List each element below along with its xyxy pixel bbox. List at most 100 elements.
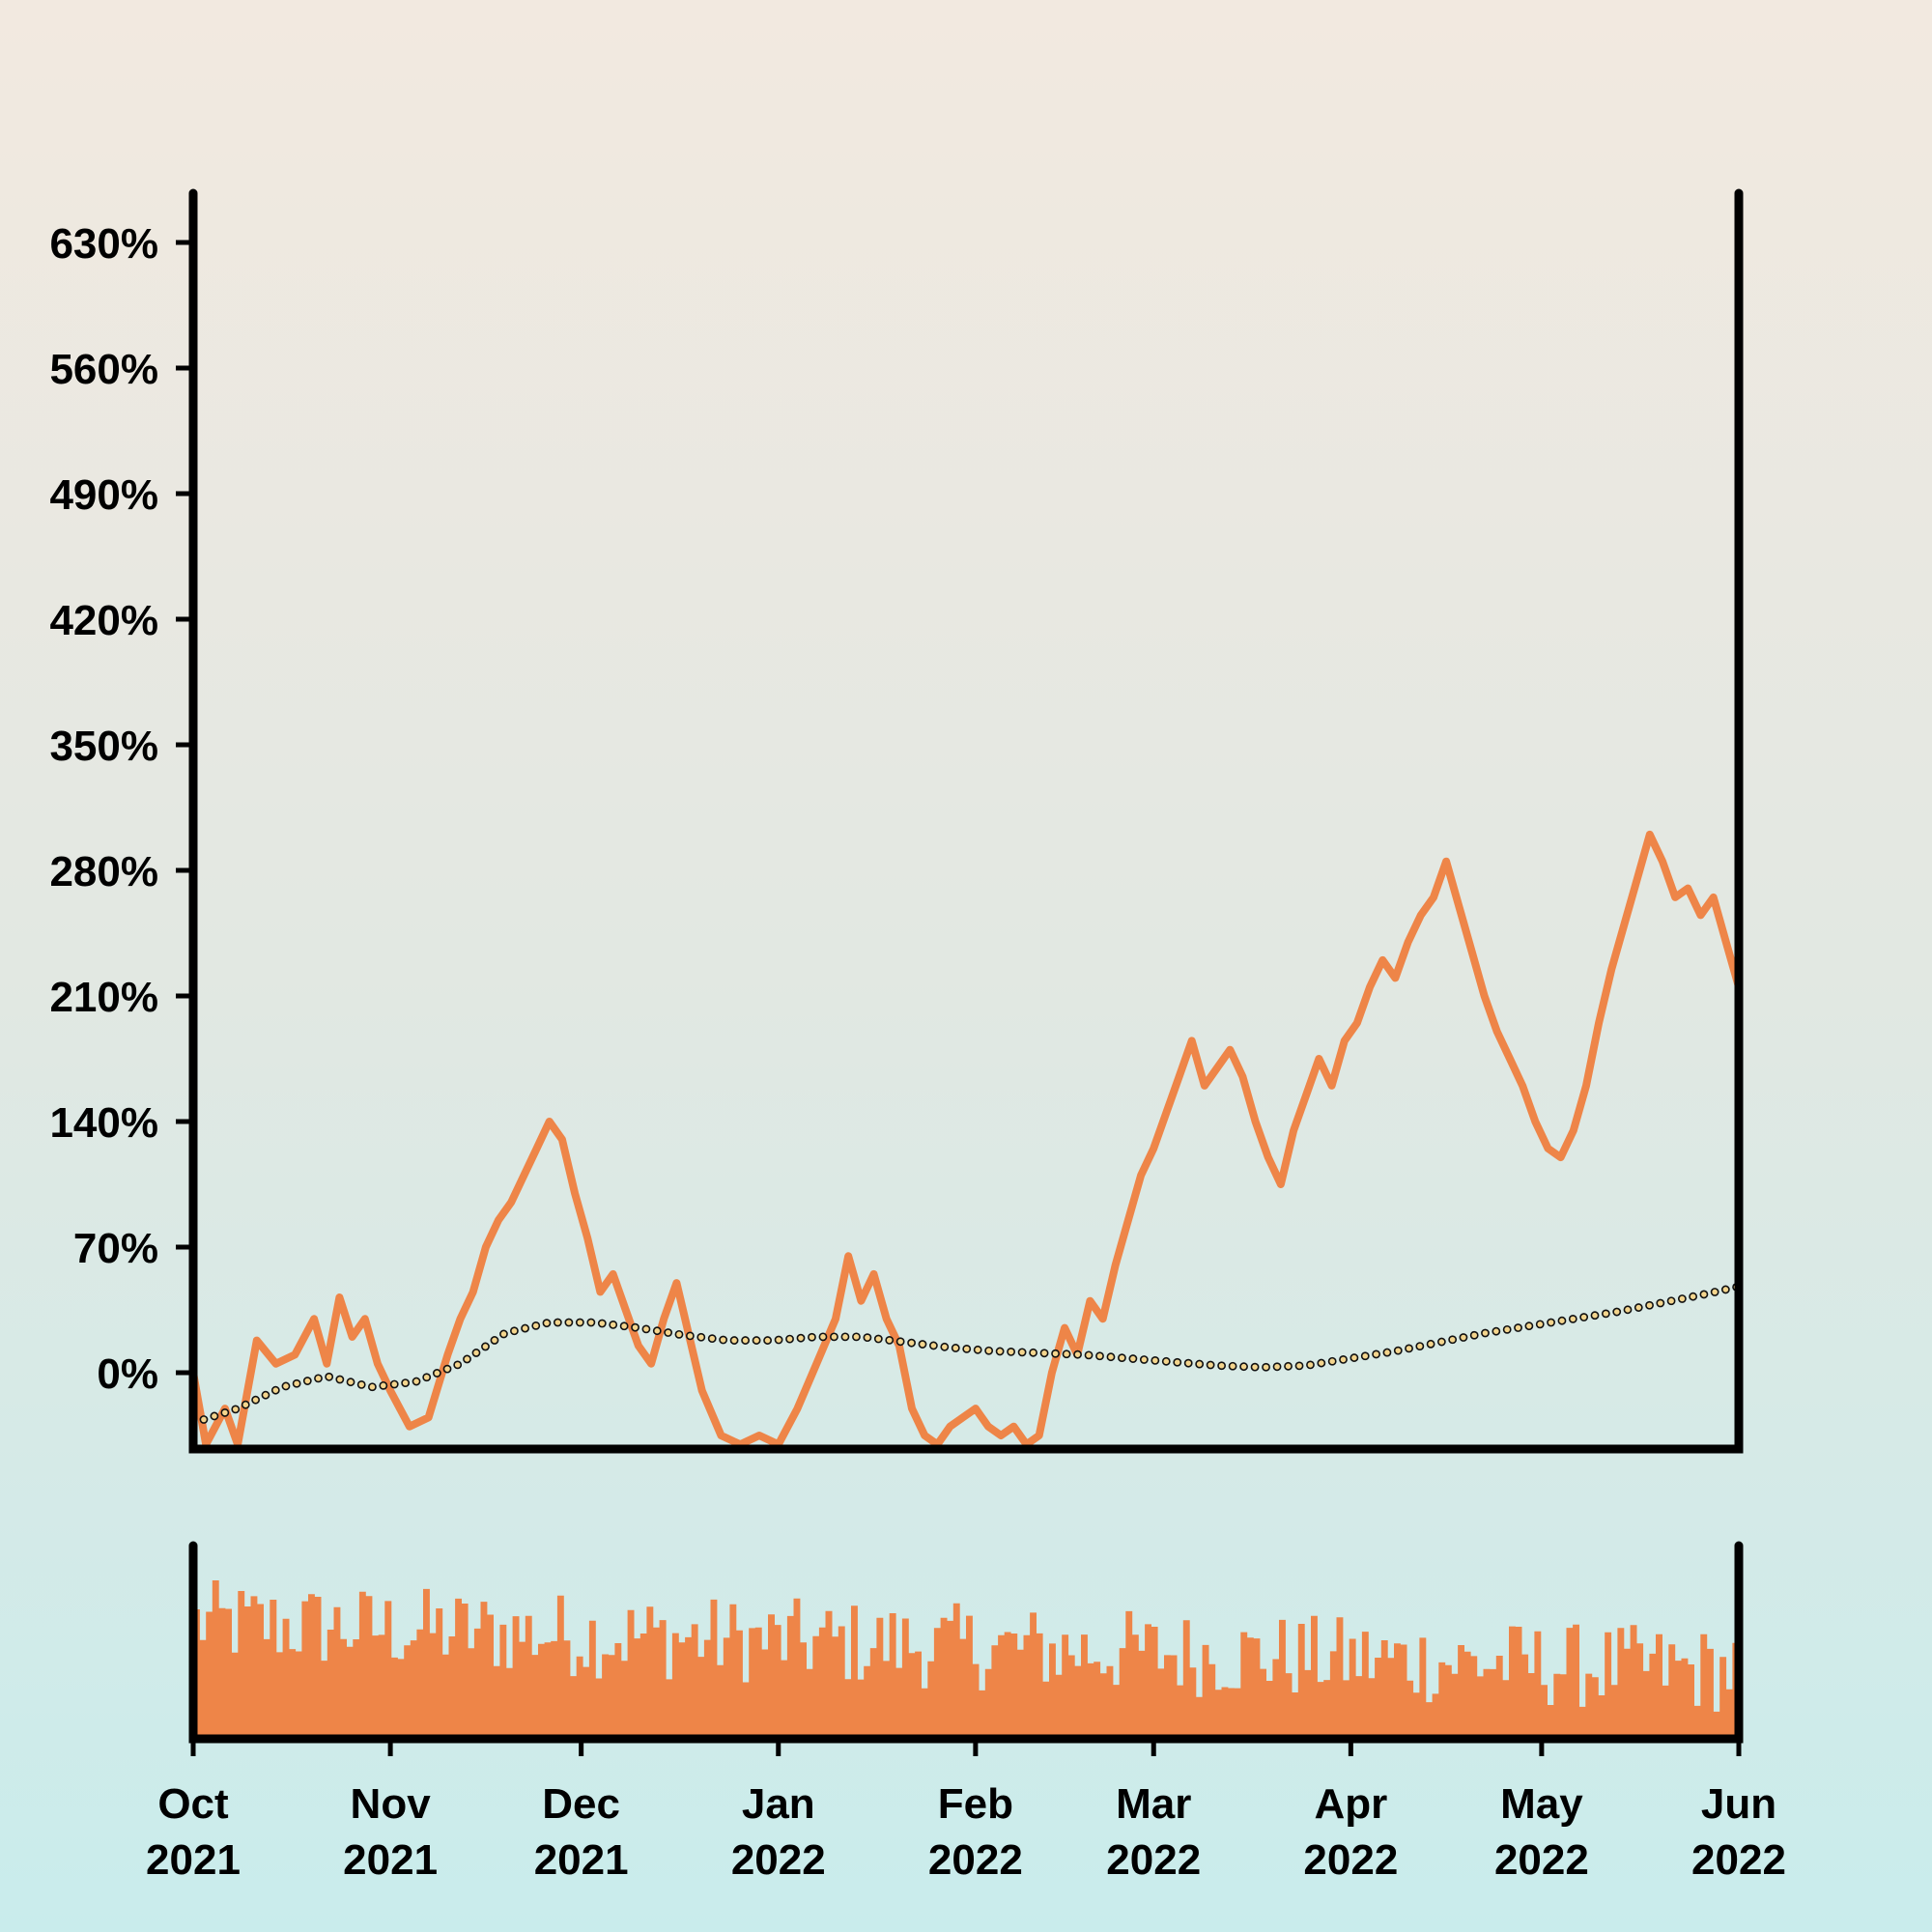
ma-dot — [463, 1354, 471, 1364]
ma-dot — [220, 1408, 230, 1417]
x-tick-year: 2022 — [1303, 1836, 1398, 1884]
ma-dot — [1128, 1354, 1138, 1363]
ma-dot — [490, 1336, 499, 1345]
ma-dot — [774, 1335, 783, 1345]
ma-dot — [818, 1332, 828, 1342]
ma-dot — [631, 1322, 639, 1332]
ma-dot — [685, 1331, 695, 1341]
ma-dot — [367, 1382, 377, 1392]
ma-dot — [1710, 1288, 1719, 1296]
ma-dot — [210, 1411, 219, 1421]
ma-dot — [422, 1373, 432, 1382]
y-tick-label: 140% — [49, 1099, 158, 1147]
ma-dot — [1535, 1320, 1545, 1329]
ma-dot — [281, 1381, 291, 1391]
ma-dot — [1612, 1307, 1622, 1317]
ma-dot — [1206, 1360, 1215, 1370]
ma-dot — [1645, 1300, 1654, 1310]
ma-dot — [873, 1334, 883, 1344]
x-tick-year: 2022 — [1494, 1836, 1589, 1884]
ma-dot — [1339, 1355, 1348, 1364]
ma-dot — [619, 1321, 629, 1331]
ma-dot — [984, 1346, 994, 1355]
ma-dot — [1502, 1324, 1512, 1334]
ma-dot — [346, 1378, 355, 1387]
x-tick-year: 2022 — [928, 1836, 1023, 1884]
ma-dot — [292, 1378, 301, 1388]
ma-dot — [1317, 1358, 1326, 1368]
ma-dot — [1029, 1348, 1037, 1357]
ma-dot — [1524, 1321, 1534, 1331]
ma-dot — [863, 1333, 872, 1343]
y-tick-label: 70% — [73, 1225, 158, 1272]
x-tick-month: Jan — [742, 1780, 815, 1828]
y-axis-ticks: 0% 70% 140% 210% 280% 350% 420% 490% 560% 630% — [49, 220, 193, 1398]
y-tick-label: 560% — [49, 346, 158, 393]
ma-dot — [1415, 1342, 1425, 1350]
ma-dot — [1469, 1330, 1479, 1340]
ma-dot — [1393, 1346, 1403, 1355]
ma-dot — [531, 1321, 541, 1330]
ma-dot — [1272, 1362, 1282, 1372]
price-line — [193, 830, 1739, 1449]
ma-dot — [1118, 1353, 1126, 1363]
x-tick-month: Mar — [1116, 1780, 1191, 1828]
x-tick-month: Apr — [1314, 1780, 1387, 1828]
volume-panel-frame — [188, 1541, 1744, 1744]
ma-dot — [1720, 1285, 1730, 1294]
x-tick-year: 2021 — [146, 1836, 241, 1884]
y-tick-label: 350% — [49, 723, 158, 770]
x-tick-year: 2021 — [534, 1836, 629, 1884]
y-tick-label: 280% — [49, 848, 158, 895]
ma-dot — [1139, 1355, 1149, 1364]
ma-dot — [951, 1344, 960, 1352]
ma-dot — [481, 1342, 490, 1351]
y-tick-label: 420% — [49, 597, 158, 644]
ma-dot — [664, 1328, 673, 1337]
ma-dot — [1294, 1361, 1304, 1371]
x-tick-month: Jun — [1701, 1780, 1776, 1828]
main-panel-frame — [188, 188, 1744, 1454]
x-tick-month: May — [1500, 1780, 1583, 1828]
ma-dot — [1426, 1339, 1435, 1349]
ma-dot — [1382, 1348, 1392, 1357]
ma-dot — [389, 1379, 399, 1389]
ma-dot — [609, 1321, 618, 1329]
ma-dot — [907, 1338, 916, 1348]
x-tick-year: 2022 — [731, 1836, 826, 1884]
ma-dot — [918, 1340, 927, 1349]
y-tick-label: 0% — [97, 1350, 158, 1398]
ma-dot — [1106, 1352, 1116, 1362]
ma-dot — [1306, 1360, 1315, 1370]
ma-dot — [499, 1329, 508, 1339]
ma-dot — [231, 1405, 241, 1414]
ma-dot — [1623, 1305, 1633, 1315]
ma-dot — [1350, 1353, 1359, 1362]
ma-dot — [973, 1345, 982, 1354]
ma-dot — [1579, 1313, 1589, 1321]
ma-dot — [707, 1334, 717, 1344]
plot-lines — [193, 830, 1739, 1449]
ma-dot — [1217, 1361, 1227, 1371]
ma-dot — [586, 1318, 596, 1327]
ma-dot — [808, 1332, 816, 1342]
x-tick-year: 2022 — [1691, 1836, 1786, 1884]
ma-dot — [1183, 1358, 1193, 1368]
ma-dot — [442, 1364, 452, 1374]
ma-dot — [471, 1349, 481, 1357]
x-axis-ticks: Oct 2021 Nov 2021 Dec 2021 Jan 2022 Feb 2022 Mar 20… — [146, 1739, 1786, 1884]
ma-dot — [1073, 1350, 1082, 1359]
x-tick-month: Feb — [938, 1780, 1013, 1828]
ma-dot — [1062, 1350, 1071, 1359]
ma-dot — [432, 1369, 441, 1378]
ma-dot — [1677, 1294, 1687, 1303]
ma-dot — [840, 1332, 850, 1342]
axes — [188, 188, 1744, 1744]
ma-dot — [940, 1342, 950, 1351]
ma-dot — [1448, 1335, 1458, 1345]
y-tick-label: 490% — [49, 471, 158, 519]
ma-dot — [696, 1332, 706, 1342]
x-tick-year: 2021 — [343, 1836, 438, 1884]
ma-dot — [1007, 1347, 1016, 1356]
